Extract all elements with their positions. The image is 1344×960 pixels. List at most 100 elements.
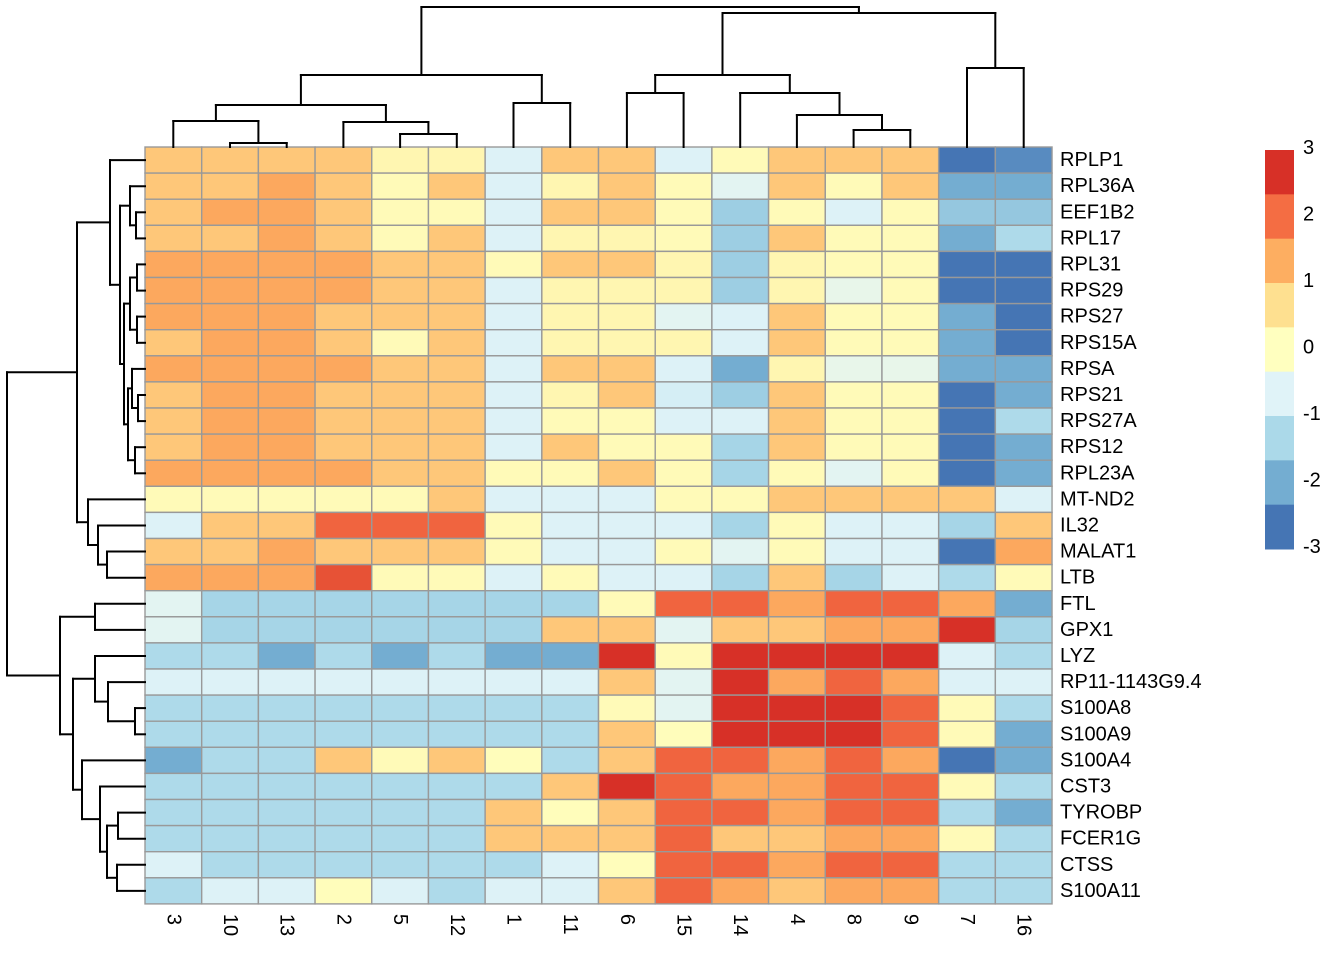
row-label: IL32 bbox=[1060, 515, 1099, 537]
heatmap-cell bbox=[541, 824, 600, 853]
heatmap-cell bbox=[937, 616, 997, 644]
legend-color-block bbox=[1265, 327, 1294, 373]
heatmap-cell bbox=[314, 224, 373, 253]
heatmap-cell bbox=[994, 485, 1053, 514]
heatmap-cell bbox=[597, 485, 656, 514]
heatmap-cell bbox=[824, 355, 883, 383]
heatmap-cell bbox=[824, 694, 883, 722]
heatmap-cell bbox=[824, 511, 883, 540]
heatmap-cell bbox=[200, 772, 260, 801]
heatmap-cell bbox=[257, 381, 316, 409]
heatmap-cell bbox=[654, 250, 713, 279]
heatmap-cell bbox=[257, 485, 316, 514]
heatmap-cell bbox=[937, 485, 997, 514]
heatmap-cell bbox=[937, 511, 997, 540]
column-label: 2 bbox=[332, 914, 354, 925]
row-label: S100A11 bbox=[1060, 880, 1141, 902]
heatmap-cell bbox=[314, 511, 373, 540]
heatmap-cell bbox=[200, 433, 260, 461]
heatmap-cell bbox=[881, 172, 940, 200]
heatmap-cell bbox=[767, 172, 826, 200]
heatmap-cell bbox=[767, 590, 826, 618]
heatmap-cell bbox=[711, 172, 770, 200]
heatmap-cell bbox=[937, 355, 997, 383]
heatmap-cell bbox=[597, 851, 656, 879]
heatmap-cell bbox=[824, 381, 883, 409]
row-label: EEF1B2 bbox=[1060, 201, 1134, 223]
heatmap-cell bbox=[937, 720, 997, 749]
heatmap-cell bbox=[541, 798, 600, 827]
heatmap-cell bbox=[767, 433, 826, 461]
heatmap-cell bbox=[654, 407, 713, 435]
heatmap-cell bbox=[597, 407, 656, 435]
row-label: RPS27 bbox=[1060, 306, 1123, 328]
heatmap-cell bbox=[541, 694, 600, 722]
heatmap-cell bbox=[654, 276, 713, 305]
heatmap-cell bbox=[994, 694, 1053, 722]
row-label: RPL17 bbox=[1060, 227, 1121, 249]
heatmap-cell bbox=[937, 172, 997, 200]
heatmap-cell bbox=[994, 824, 1053, 853]
heatmap-cell bbox=[200, 172, 260, 200]
heatmap-cell bbox=[654, 537, 713, 566]
heatmap-cell bbox=[767, 407, 826, 435]
heatmap-cell bbox=[937, 590, 997, 618]
heatmap-cell bbox=[200, 224, 260, 253]
heatmap-cell bbox=[484, 563, 543, 592]
heatmap-cell bbox=[200, 824, 260, 853]
heatmap-cell bbox=[200, 720, 260, 749]
heatmap-cell bbox=[427, 302, 486, 331]
heatmap-cell bbox=[257, 172, 316, 200]
heatmap-cell bbox=[711, 329, 770, 357]
heatmap-cell bbox=[711, 824, 770, 853]
heatmap-cell bbox=[994, 198, 1053, 226]
heatmap-cell bbox=[824, 590, 883, 618]
heatmap-cell bbox=[144, 824, 203, 853]
heatmap-cell bbox=[541, 746, 600, 775]
heatmap-cell bbox=[767, 746, 826, 775]
row-label: RPS21 bbox=[1060, 384, 1123, 406]
heatmap-cell bbox=[994, 537, 1053, 566]
heatmap-cell bbox=[427, 224, 486, 253]
heatmap-cell bbox=[767, 668, 826, 696]
heatmap-cell bbox=[881, 563, 940, 592]
heatmap-cell bbox=[597, 720, 656, 749]
row-label: RPL23A bbox=[1060, 462, 1135, 484]
heatmap-cell bbox=[484, 250, 543, 279]
heatmap-cell bbox=[824, 877, 883, 905]
heatmap-cell bbox=[314, 381, 373, 409]
heatmap-cell bbox=[994, 381, 1053, 409]
color-legend: 3 2 1 0 -1 -2 -3 bbox=[1265, 137, 1321, 558]
heatmap-cell bbox=[200, 485, 260, 514]
heatmap-cell bbox=[597, 590, 656, 618]
heatmap-cell bbox=[314, 798, 373, 827]
heatmap-cell bbox=[881, 537, 940, 566]
legend-color-block bbox=[1265, 504, 1294, 550]
heatmap-cell bbox=[824, 302, 883, 331]
heatmap-cell bbox=[881, 798, 940, 827]
heatmap-cell bbox=[427, 198, 486, 226]
heatmap-cell bbox=[314, 459, 373, 488]
heatmap-cell bbox=[427, 485, 486, 514]
heatmap-cell bbox=[541, 772, 600, 801]
heatmap-cell bbox=[371, 146, 430, 174]
heatmap-cell bbox=[767, 355, 826, 383]
heatmap-cell bbox=[427, 590, 486, 618]
heatmap-cell bbox=[994, 276, 1053, 305]
heatmap-cell bbox=[200, 616, 260, 644]
heatmap-cell bbox=[484, 329, 543, 357]
column-label: 10 bbox=[219, 914, 241, 936]
heatmap-cell bbox=[767, 459, 826, 488]
heatmap-cell bbox=[144, 563, 203, 592]
heatmap-cell bbox=[881, 772, 940, 801]
heatmap-cell bbox=[371, 329, 430, 357]
heatmap-cell bbox=[427, 720, 486, 749]
heatmap-cell bbox=[597, 329, 656, 357]
column-label: 7 bbox=[956, 914, 978, 925]
heatmap-cell bbox=[654, 485, 713, 514]
heatmap-cell bbox=[541, 433, 600, 461]
heatmap-cell bbox=[597, 250, 656, 279]
heatmap-cell bbox=[824, 746, 883, 775]
heatmap-cell bbox=[711, 746, 770, 775]
heatmap-cell bbox=[711, 616, 770, 644]
